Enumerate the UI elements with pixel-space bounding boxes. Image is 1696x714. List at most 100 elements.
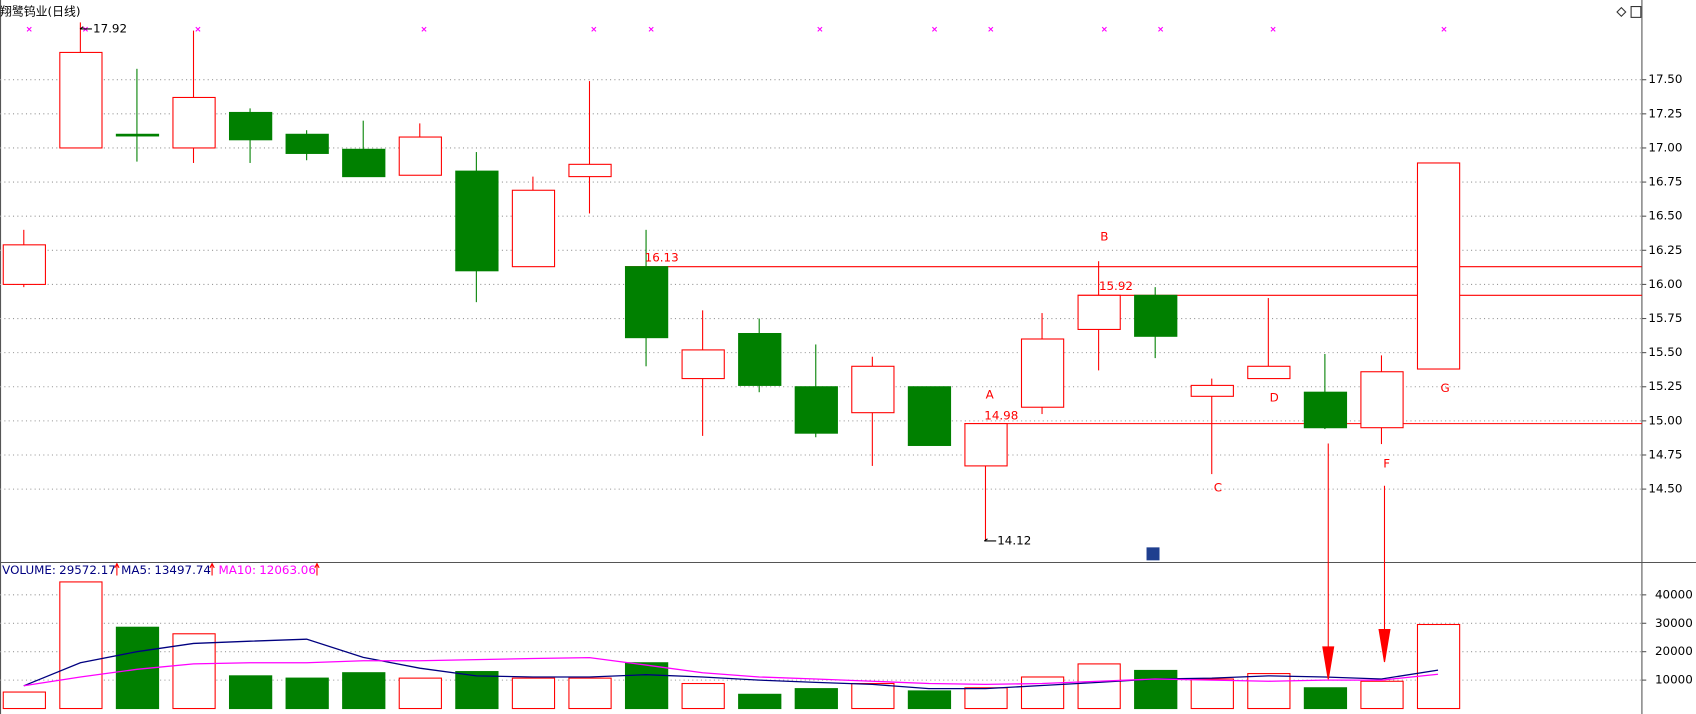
candle-body [738, 332, 782, 386]
legend-name: VOLUME: [2, 563, 56, 577]
candle-body [1077, 294, 1121, 330]
volume-bar [624, 662, 669, 710]
candle-body [1303, 391, 1348, 429]
candle-body [1247, 365, 1291, 380]
arrow-head [1322, 646, 1335, 680]
candle-body [2, 244, 46, 285]
marker [988, 26, 994, 32]
icon[interactable] [1146, 547, 1160, 561]
volume-bar [511, 677, 556, 710]
candle-body [794, 386, 838, 434]
price-label: 17.92 [93, 21, 127, 35]
volume-bar [1247, 673, 1291, 710]
volume-bar [681, 682, 725, 710]
candle-body [59, 51, 103, 149]
volume-bar [738, 693, 782, 710]
marker [421, 26, 427, 32]
volume-bar [1134, 669, 1178, 710]
annotation: A [986, 387, 995, 401]
candle-body [851, 365, 895, 414]
marker [1270, 26, 1276, 32]
volume-bar [1077, 663, 1121, 710]
volume-bar [228, 675, 273, 710]
volume-bar [1360, 680, 1404, 710]
legend-arrow [314, 562, 320, 576]
volume-bar [568, 677, 612, 710]
candle-body [398, 136, 442, 176]
marker [195, 26, 201, 32]
y-tick-label: 15.50 [1648, 345, 1682, 359]
toolbar-icons[interactable] [1616, 6, 1642, 18]
ma-line [23, 638, 1439, 690]
candle-body [511, 189, 556, 268]
y-tick-label: 30000 [1655, 616, 1693, 630]
legend-name: MA10: [218, 563, 255, 577]
volume-bar [1020, 676, 1065, 710]
annotation: G [1440, 381, 1449, 395]
candle-body [681, 349, 725, 380]
arrows [1322, 443, 1391, 680]
candle-body [568, 163, 612, 178]
label-pointer [79, 26, 92, 30]
candle-body [624, 266, 669, 339]
marker [817, 26, 823, 32]
candle-body [1416, 162, 1461, 370]
volume-bar [1416, 623, 1461, 710]
legend-entry: MA5: 13497.74 [121, 563, 211, 577]
volume-bar [59, 581, 103, 710]
volume-bar [342, 672, 386, 710]
candle-body [1134, 294, 1178, 337]
volume-bar [964, 687, 1008, 710]
y-tick-label: 14.75 [1648, 447, 1682, 461]
legend-value: 12063.06 [259, 563, 316, 577]
volume-bar [907, 690, 952, 710]
candle-body [1020, 338, 1065, 408]
y-tick-label: 16.00 [1648, 277, 1682, 291]
volume-bar [2, 691, 46, 710]
candle-body [342, 148, 386, 178]
volume-bar [455, 671, 499, 710]
marker [648, 26, 654, 32]
label-pointer [983, 538, 997, 542]
volume-bar [794, 688, 838, 710]
price-label: 15.92 [1099, 279, 1133, 293]
y-tick-label: 16.25 [1648, 243, 1682, 257]
y-tick-label: 15.75 [1648, 311, 1682, 325]
y-tick-label: 16.50 [1648, 209, 1682, 223]
price-label: 16.13 [645, 251, 679, 265]
marker [931, 26, 938, 32]
annotation: B [1100, 229, 1108, 243]
y-tick-label: 17.00 [1648, 140, 1682, 154]
candle-body [1360, 371, 1404, 429]
volume-bar [285, 677, 329, 710]
volume-bar [172, 633, 216, 710]
candle-body [172, 96, 216, 149]
y-tick-label: 15.25 [1648, 379, 1682, 393]
volume-bar [851, 682, 895, 710]
legend-arrow [209, 562, 215, 576]
finance-icon[interactable] [1146, 547, 1160, 561]
chart-title: 翔鹭钨业(日线) [0, 4, 81, 18]
marker [1101, 26, 1107, 32]
y-tick-label: 16.75 [1648, 175, 1682, 189]
candle-body [1190, 384, 1234, 397]
candle-body [285, 133, 329, 154]
arrow-head [1378, 629, 1391, 663]
legend-entry: MA10: 12063.06 [218, 563, 315, 577]
marker [1158, 26, 1164, 32]
icon[interactable] [1616, 6, 1627, 18]
marker [26, 26, 32, 32]
candle-body [228, 111, 273, 141]
marker [1441, 26, 1447, 32]
icon[interactable] [1630, 6, 1642, 18]
legend-arrow [114, 562, 120, 576]
y-tick-label: 40000 [1655, 587, 1693, 601]
legend-name: MA5: [121, 563, 151, 577]
volume-bar [1190, 678, 1234, 710]
price-label: 14.98 [984, 409, 1018, 423]
y-tick-label: 17.50 [1648, 72, 1682, 86]
price-label: 14.12 [997, 533, 1031, 547]
candle-body [964, 423, 1008, 467]
y-tick-label: 17.25 [1648, 106, 1682, 120]
annotation: D [1270, 391, 1279, 405]
